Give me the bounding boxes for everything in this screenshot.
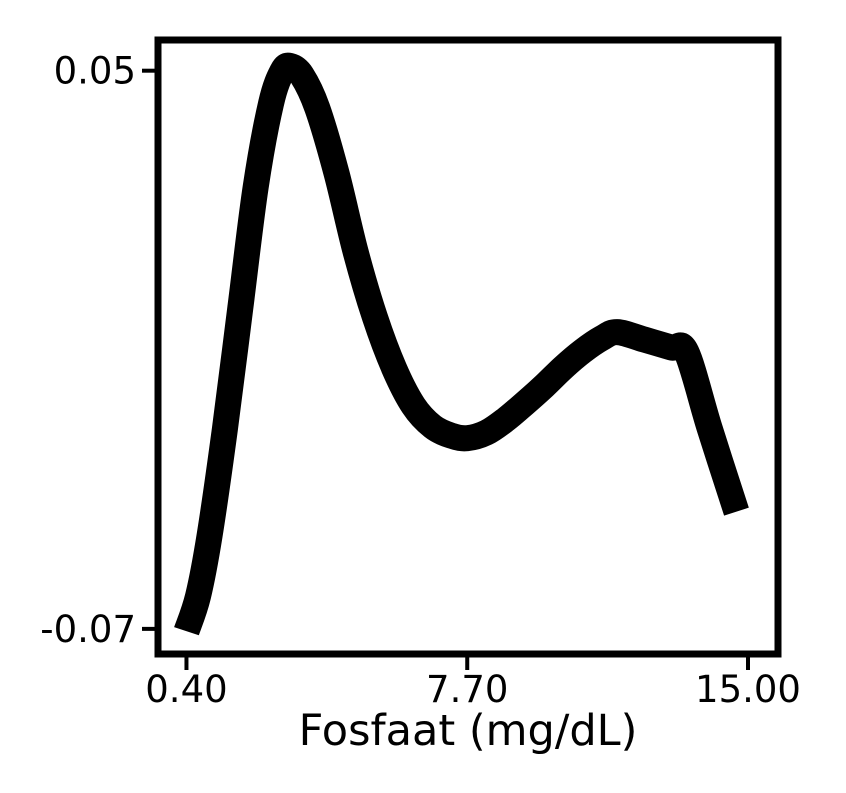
plot-area <box>174 52 749 636</box>
x-axis-label: Fosfaat (mg/dL) <box>299 706 638 756</box>
series-line-0 <box>174 52 749 636</box>
x-tick-label-0: 0.40 <box>145 668 227 711</box>
x-tick-label-2: 15.00 <box>695 668 801 711</box>
y-tick-label-1: -0.07 <box>40 608 136 651</box>
y-tick-label-0: 0.05 <box>54 50 136 93</box>
x-tick-label-1: 7.70 <box>426 668 508 711</box>
axes: 0.40 7.70 15.00 0.05 -0.07 <box>40 36 801 711</box>
